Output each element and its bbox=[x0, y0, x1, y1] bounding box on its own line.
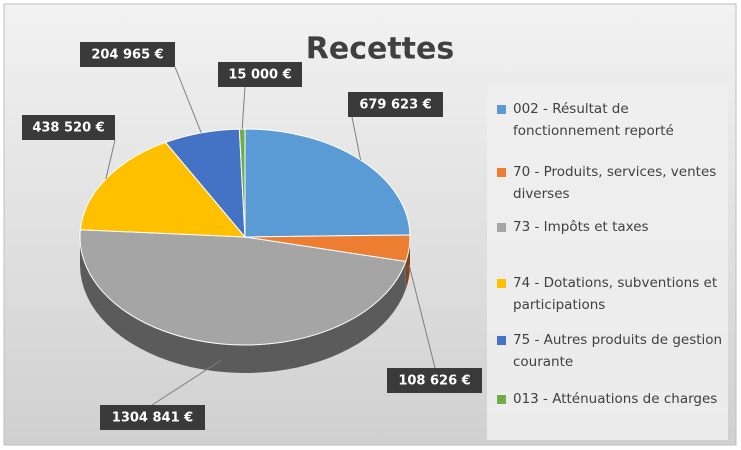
label-box bbox=[348, 92, 443, 117]
legend-label: 74 - Dotations, subventions et participa… bbox=[513, 275, 718, 313]
legend-swatch bbox=[497, 279, 506, 288]
slice-side bbox=[80, 237, 406, 373]
label-box bbox=[218, 62, 302, 87]
leader-line bbox=[174, 66, 202, 134]
label-box bbox=[22, 115, 115, 140]
legend-label: 70 - Produits, services, ventes diverses bbox=[513, 164, 717, 202]
leader-line bbox=[241, 86, 246, 130]
legend-swatch bbox=[497, 395, 506, 404]
legend-label: 73 - Impôts et taxes bbox=[513, 219, 649, 235]
legend-item: 75 - Autres produits de gestion courante bbox=[497, 329, 723, 373]
data-label: 108 626 € bbox=[398, 374, 470, 389]
legend-item: 013 - Atténuations de charges bbox=[497, 388, 723, 410]
legend-label: 002 - Résultat de fonctionnement reporté bbox=[513, 101, 674, 139]
legend: 002 - Résultat de fonctionnement reporté… bbox=[487, 86, 728, 440]
legend-swatch bbox=[497, 105, 506, 114]
legend-item: 74 - Dotations, subventions et participa… bbox=[497, 272, 723, 316]
label-box bbox=[387, 368, 482, 393]
data-label: 438 520 € bbox=[32, 121, 104, 136]
leader-line bbox=[151, 360, 221, 406]
data-label: 15 000 € bbox=[228, 68, 291, 83]
leader-line bbox=[105, 139, 116, 180]
leader-line bbox=[351, 116, 362, 161]
legend-label: 75 - Autres produits de gestion courante bbox=[513, 332, 723, 370]
leader-line bbox=[408, 265, 436, 369]
data-label: 1304 841 € bbox=[112, 411, 193, 426]
pie bbox=[79, 128, 411, 373]
legend-swatch bbox=[497, 168, 506, 177]
data-labels: 679 623 € 108 626 € 1304 841 € 438 520 € 204… bbox=[22, 42, 482, 430]
slice bbox=[79, 141, 247, 238]
legend-swatch bbox=[497, 336, 506, 345]
label-box bbox=[80, 42, 175, 67]
label-box bbox=[100, 405, 205, 430]
legend-label: 013 - Atténuations de charges bbox=[513, 391, 718, 407]
data-label: 679 623 € bbox=[359, 98, 431, 113]
slice bbox=[79, 229, 407, 346]
data-label: 204 965 € bbox=[91, 48, 163, 63]
chart-title: Recettes bbox=[306, 32, 454, 67]
legend-swatch bbox=[497, 223, 506, 232]
legend-item: 002 - Résultat de fonctionnement reporté bbox=[497, 98, 723, 142]
legend-item: 70 - Produits, services, ventes diverses bbox=[497, 161, 723, 205]
legend-item: 73 - Impôts et taxes bbox=[497, 216, 723, 238]
